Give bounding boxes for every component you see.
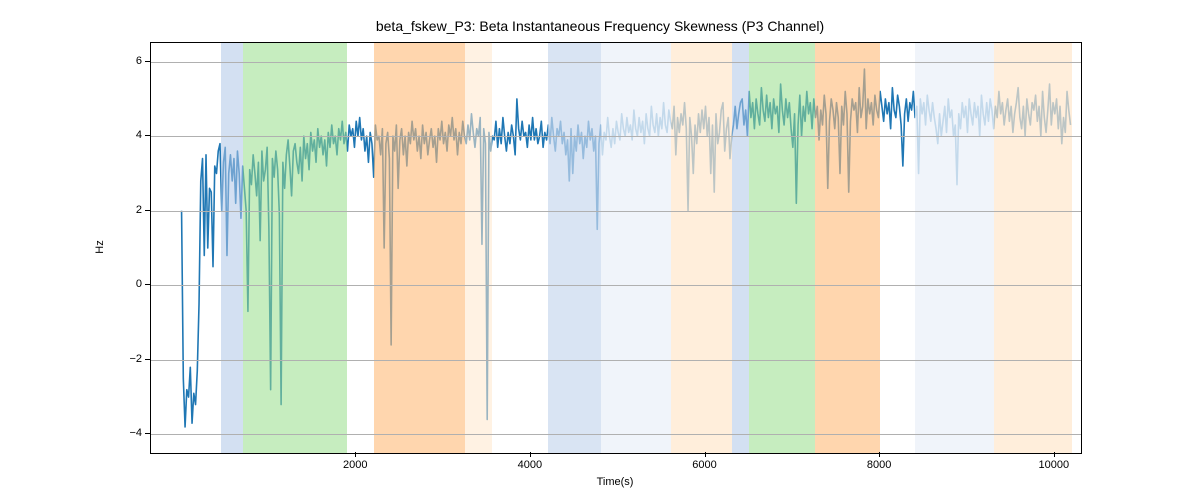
y-tick-label: 4 — [120, 129, 142, 141]
x-axis-label: Time(s) — [597, 476, 634, 488]
y-tick — [145, 210, 150, 211]
y-tick — [145, 359, 150, 360]
y-tick — [145, 135, 150, 136]
shaded-band — [732, 43, 749, 453]
x-tick-label: 2000 — [343, 459, 367, 471]
shaded-band — [243, 43, 348, 453]
gridline — [151, 285, 1081, 286]
x-tick — [705, 452, 706, 457]
chart-title: beta_fskew_P3: Beta Instantaneous Freque… — [376, 18, 824, 34]
figure: beta_fskew_P3: Beta Instantaneous Freque… — [0, 0, 1200, 500]
x-tick-label: 8000 — [867, 459, 891, 471]
x-tick — [530, 452, 531, 457]
y-tick-label: 2 — [120, 204, 142, 216]
shaded-band — [994, 43, 1073, 453]
shaded-band — [815, 43, 880, 453]
y-tick — [145, 61, 150, 62]
shaded-band — [601, 43, 671, 453]
shaded-band — [465, 43, 491, 453]
gridline — [151, 136, 1081, 137]
x-tick-label: 4000 — [518, 459, 542, 471]
gridline — [151, 62, 1081, 63]
y-tick-label: −4 — [120, 427, 142, 439]
x-tick — [879, 452, 880, 457]
x-tick — [355, 452, 356, 457]
x-tick-label: 10000 — [1039, 459, 1070, 471]
y-tick-label: −2 — [120, 353, 142, 365]
y-tick — [145, 433, 150, 434]
y-tick-label: 6 — [120, 55, 142, 67]
gridline — [151, 211, 1081, 212]
shaded-band — [749, 43, 814, 453]
gridline — [151, 434, 1081, 435]
y-tick — [145, 284, 150, 285]
shaded-band — [548, 43, 600, 453]
x-tick — [1054, 452, 1055, 457]
x-tick-label: 6000 — [692, 459, 716, 471]
gridline — [151, 360, 1081, 361]
shaded-band — [671, 43, 732, 453]
y-tick-label: 0 — [120, 278, 142, 290]
plot-area — [150, 42, 1082, 454]
shaded-band — [374, 43, 466, 453]
shaded-band — [915, 43, 994, 453]
shaded-band — [221, 43, 243, 453]
y-axis-label: Hz — [94, 240, 106, 253]
